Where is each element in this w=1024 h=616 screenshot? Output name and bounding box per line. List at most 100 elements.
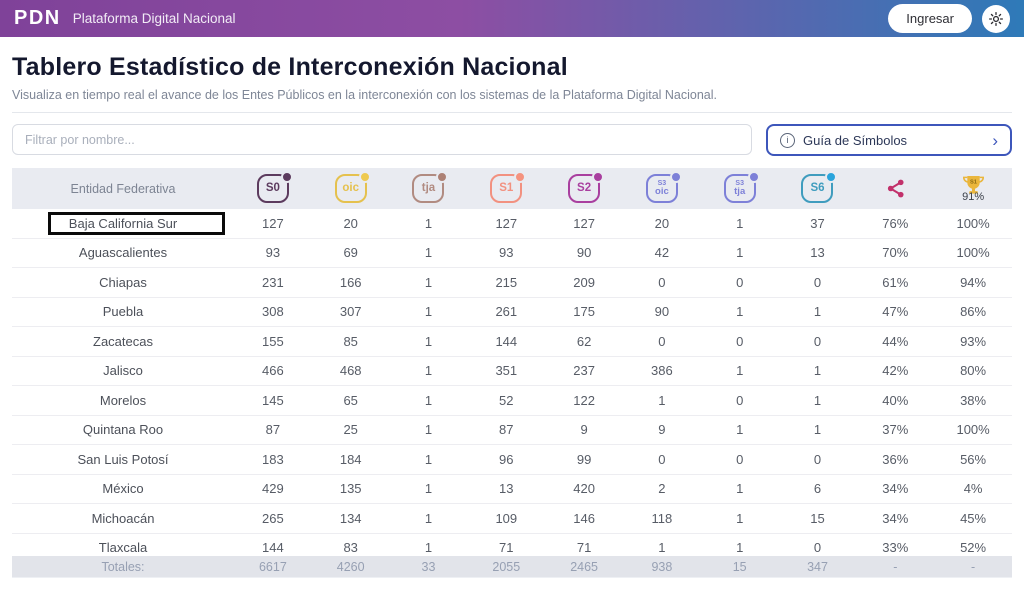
cell-s0: 429 bbox=[262, 481, 284, 497]
main-content: Tablero Estadístico de Interconexión Nac… bbox=[0, 53, 1024, 578]
cell-share: 33% bbox=[882, 540, 909, 556]
cell-trophy: 100% bbox=[956, 422, 990, 438]
cell-s2: 209 bbox=[573, 274, 595, 290]
cell-trophy: 52% bbox=[960, 540, 987, 556]
trophy-percentage: 91% bbox=[962, 190, 985, 203]
cell-s6: 1 bbox=[813, 422, 822, 438]
cell-s6: 13 bbox=[810, 245, 825, 261]
cell-s0: 144 bbox=[262, 540, 284, 556]
table-row[interactable]: Chiapas 231 166 1 215 209 0 0 0 61% 94% bbox=[12, 268, 1012, 298]
cell-s1: 144 bbox=[495, 333, 518, 349]
cell-trophy: 45% bbox=[960, 510, 987, 526]
svg-text:S1: S1 bbox=[970, 179, 977, 185]
total-trophy: - bbox=[971, 559, 976, 574]
table-row[interactable]: San Luis Potosí 183 184 1 96 99 0 0 0 36% 56% bbox=[12, 445, 1012, 475]
cell-share: 76% bbox=[882, 215, 909, 231]
cell-s6: 0 bbox=[813, 333, 822, 349]
cell-s3oic: 0 bbox=[658, 333, 666, 349]
column-header-s2[interactable]: S2 bbox=[545, 171, 623, 203]
tja-dot-icon bbox=[436, 171, 449, 183]
table-row[interactable]: Baja California Sur 127 20 1 127 127 20 1 37 76% 1… bbox=[12, 209, 1012, 239]
login-button[interactable]: Ingresar bbox=[888, 4, 972, 33]
column-header-tja[interactable]: tja bbox=[390, 171, 468, 203]
total-s1: 2055 bbox=[492, 559, 521, 574]
theme-toggle-button[interactable] bbox=[982, 4, 1010, 33]
cell-s0: 466 bbox=[262, 363, 284, 379]
table-row[interactable]: Zacatecas 155 85 1 144 62 0 0 0 44% 93% bbox=[12, 327, 1012, 357]
cell-share: 37% bbox=[882, 422, 909, 438]
entity-name-cell: Chiapas bbox=[12, 275, 234, 290]
cell-s2: 237 bbox=[573, 363, 595, 379]
column-header-s3oic[interactable]: S3 oic bbox=[623, 171, 701, 203]
column-header-s1[interactable]: S1 bbox=[467, 171, 545, 203]
cell-oic: 134 bbox=[339, 510, 362, 526]
pdn-logo[interactable]: PDN bbox=[14, 7, 61, 29]
table-row[interactable]: México 429 135 1 13 420 2 1 6 34% 4% bbox=[12, 474, 1012, 504]
table-row[interactable]: Jalisco 466 468 1 351 237 386 1 1 42% 80% bbox=[12, 356, 1012, 386]
column-header-entity[interactable]: Entidad Federativa bbox=[70, 181, 176, 196]
cell-s0: 127 bbox=[262, 215, 284, 231]
s0-label: S0 bbox=[265, 182, 280, 195]
cell-s3tja: 1 bbox=[736, 540, 744, 556]
cell-oic: 85 bbox=[343, 333, 358, 349]
table-row[interactable]: Michoacán 265 134 1 109 146 118 1 15 34% 45% bbox=[12, 504, 1012, 534]
column-header-s6[interactable]: S6 bbox=[779, 171, 857, 203]
table-row[interactable]: Aguascalientes 93 69 1 93 90 42 1 13 70% 100% bbox=[12, 238, 1012, 268]
s3oic-badge-icon: S3 oic bbox=[645, 171, 682, 203]
cell-s3oic: 9 bbox=[658, 422, 666, 438]
cell-s3oic: 1 bbox=[658, 540, 666, 556]
cell-tja: 1 bbox=[424, 422, 433, 438]
entity-name: Tlaxcala bbox=[98, 540, 148, 556]
column-header-trophy[interactable]: S1 91% bbox=[934, 175, 1012, 203]
total-s3oic: 938 bbox=[651, 559, 673, 574]
share-icon bbox=[887, 179, 904, 198]
entity-name-cell: México bbox=[12, 481, 234, 496]
cell-share: 42% bbox=[882, 363, 909, 379]
entity-name: Aguascalientes bbox=[78, 245, 168, 261]
oic-label: oic bbox=[342, 182, 359, 195]
cell-share: 47% bbox=[882, 304, 909, 320]
cell-s3tja: 0 bbox=[736, 451, 744, 467]
entity-name-cell: Michoacán bbox=[12, 511, 234, 526]
cell-s1: 93 bbox=[499, 245, 514, 261]
table-row[interactable]: Morelos 145 65 1 52 122 1 0 1 40% 38% bbox=[12, 386, 1012, 416]
cell-s3tja: 1 bbox=[736, 510, 744, 526]
cell-s2: 175 bbox=[573, 304, 595, 320]
cell-share: 34% bbox=[882, 510, 909, 526]
cell-s3tja: 1 bbox=[736, 304, 744, 320]
table-row[interactable]: Puebla 308 307 1 261 175 90 1 1 47% 86% bbox=[12, 297, 1012, 327]
cell-s3tja: 1 bbox=[736, 422, 744, 438]
cell-s2: 122 bbox=[573, 392, 595, 408]
cell-s0: 87 bbox=[265, 422, 281, 438]
entity-name: San Luis Potosí bbox=[77, 451, 169, 467]
s1-label: S1 bbox=[499, 182, 514, 195]
cell-trophy: 86% bbox=[960, 304, 987, 320]
column-header-s0[interactable]: S0 bbox=[234, 171, 312, 203]
cell-tja: 1 bbox=[424, 540, 433, 556]
cell-oic: 468 bbox=[339, 363, 362, 379]
cell-s3oic: 42 bbox=[654, 245, 670, 261]
column-header-oic[interactable]: oic bbox=[312, 171, 390, 203]
table-row[interactable]: Quintana Roo 87 25 1 87 9 9 1 1 37% 100% bbox=[12, 415, 1012, 445]
cell-oic: 69 bbox=[343, 245, 358, 261]
cell-s3tja: 1 bbox=[736, 245, 744, 261]
column-header-s3tja[interactable]: S3 tja bbox=[701, 171, 779, 203]
symbols-guide-button[interactable]: i Guía de Símbolos › bbox=[766, 124, 1012, 156]
cell-s0: 231 bbox=[262, 274, 284, 290]
cell-s3oic: 386 bbox=[651, 363, 673, 379]
cell-s2: 62 bbox=[576, 333, 592, 349]
filter-input[interactable] bbox=[12, 124, 752, 155]
cell-s0: 145 bbox=[262, 392, 284, 408]
s3oic-small-label: S3 bbox=[657, 179, 667, 187]
cell-s2: 420 bbox=[573, 481, 595, 497]
s1-dot-icon bbox=[514, 171, 527, 183]
column-header-share[interactable] bbox=[856, 178, 934, 199]
cell-s3tja: 1 bbox=[736, 363, 744, 379]
chevron-right-icon: › bbox=[992, 130, 998, 150]
total-s0: 6617 bbox=[258, 559, 287, 574]
cell-s3oic: 1 bbox=[658, 392, 666, 408]
s3tja-label: tja bbox=[734, 186, 746, 198]
cell-s2: 71 bbox=[576, 540, 592, 556]
highlight-box bbox=[48, 211, 225, 235]
cell-tja: 1 bbox=[424, 510, 433, 526]
